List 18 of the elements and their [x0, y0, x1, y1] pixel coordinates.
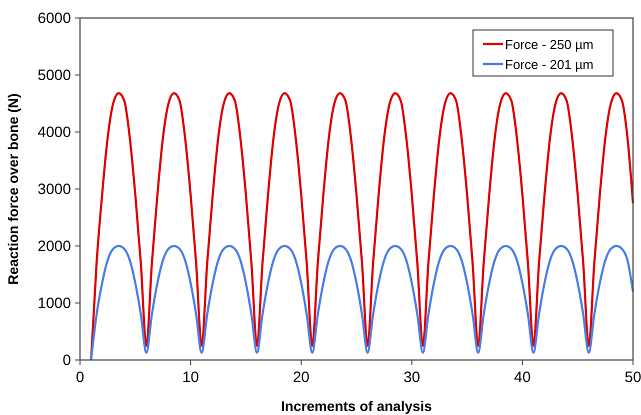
- y-tick-label: 6000: [38, 10, 71, 27]
- x-tick-label: 20: [292, 369, 310, 386]
- y-tick-label: 0: [62, 352, 71, 369]
- x-tick-label: 40: [514, 369, 531, 386]
- legend-label: Force - 201 µm: [505, 57, 594, 72]
- line-series: [90, 244, 634, 362]
- x-axis-title: Increments of analysis: [281, 398, 432, 414]
- x-tick-label: 50: [624, 369, 641, 386]
- x-tick-label: 10: [182, 369, 199, 386]
- y-tick-label: 3000: [38, 181, 71, 198]
- y-tick-label: 2000: [38, 238, 71, 255]
- legend-label: Force - 250 µm: [505, 37, 594, 52]
- y-axis-title: Reaction force over bone (N): [5, 93, 21, 285]
- x-tick-label: 30: [403, 369, 420, 386]
- y-tick-label: 1000: [38, 295, 71, 312]
- x-tick-label: 0: [76, 369, 84, 386]
- y-tick-label: 4000: [38, 124, 71, 141]
- y-tick-label: 5000: [38, 67, 71, 84]
